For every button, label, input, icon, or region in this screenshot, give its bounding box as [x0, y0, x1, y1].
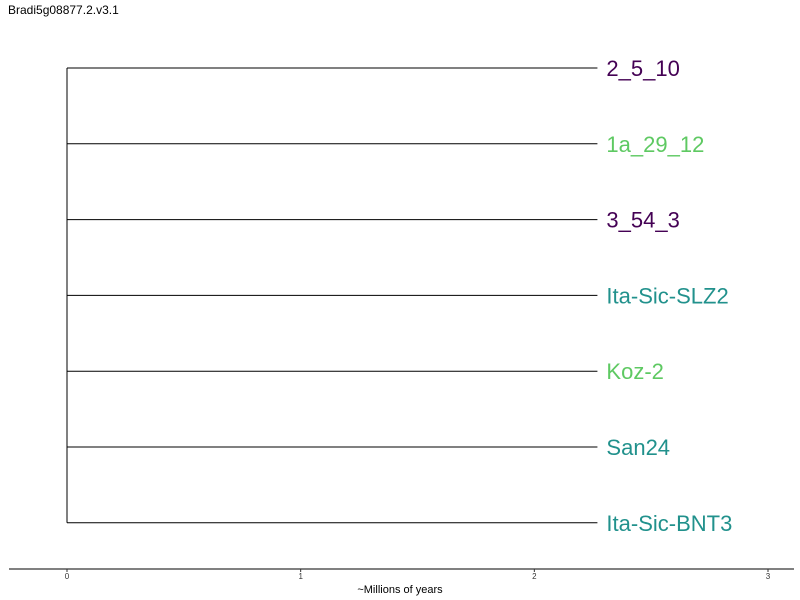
- axis-label: ~Millions of years: [357, 584, 443, 596]
- axis-tick-label: 3: [766, 572, 771, 581]
- leaf-label: Ita-Sic-BNT3: [606, 511, 732, 536]
- leaf-label: 1a_29_12: [606, 132, 704, 157]
- leaf-label: 3_54_3: [606, 208, 679, 233]
- tree-branches: [66, 67, 598, 524]
- leaf-label: Koz-2: [606, 359, 663, 384]
- gene-title: Bradi5g08877.2.v3.1: [8, 3, 119, 17]
- leaf-label: 2_5_10: [606, 56, 679, 81]
- axis-tick-label: 2: [532, 572, 537, 581]
- time-axis: 0 1 2 3 ~Millions of years: [9, 568, 794, 596]
- axis-tick-label: 0: [65, 572, 70, 581]
- leaf-labels: 2_5_10 1a_29_12 3_54_3 Ita-Sic-SLZ2 Koz-2 San…: [606, 56, 732, 536]
- axis-tick-label: 1: [298, 572, 303, 581]
- leaf-label: San24: [606, 435, 670, 460]
- leaf-label: Ita-Sic-SLZ2: [606, 283, 728, 308]
- axis-ticks: 0 1 2 3: [65, 569, 771, 581]
